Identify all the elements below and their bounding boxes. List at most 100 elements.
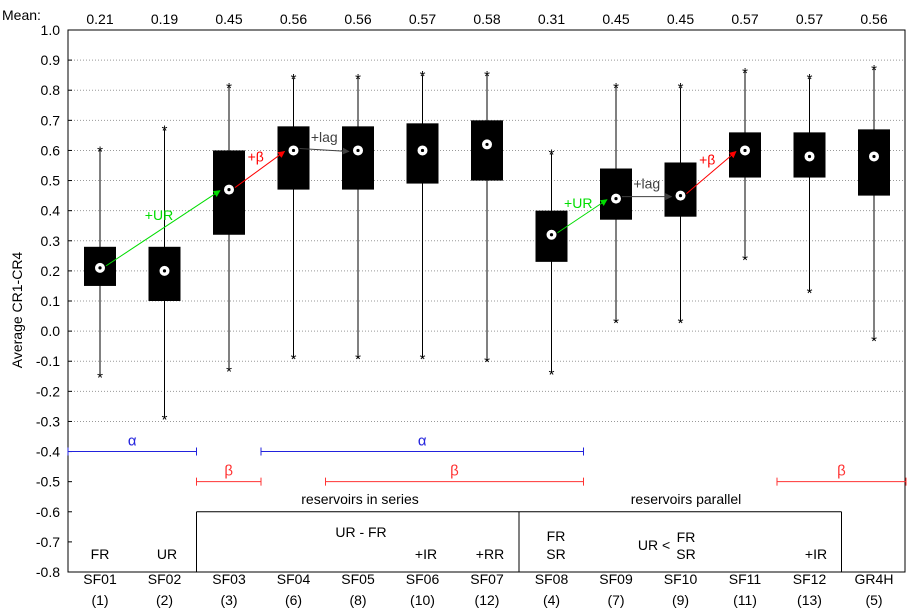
- x-label-id: (1): [91, 592, 108, 608]
- box-sf08: **: [535, 146, 568, 383]
- whisker-star: *: [549, 146, 555, 163]
- y-tick-label: -0.5: [36, 474, 60, 490]
- box-body: [858, 129, 890, 196]
- mean-value: 0.21: [86, 11, 113, 27]
- y-tick-label: -0.6: [36, 504, 60, 520]
- x-label-name: SF12: [793, 571, 827, 587]
- label-fr-1: FR: [91, 546, 110, 562]
- whisker-star: *: [678, 80, 684, 97]
- x-label-id: (4): [543, 592, 560, 608]
- box-sf01: **: [84, 143, 116, 386]
- whisker-star: *: [484, 68, 490, 85]
- mean-value: 0.57: [731, 11, 758, 27]
- box-sf12: **: [793, 71, 826, 302]
- y-tick-label: -0.3: [36, 413, 60, 429]
- x-label-name: SF08: [535, 571, 569, 587]
- median-dot: [807, 154, 812, 159]
- arrow-label: +UR: [564, 195, 592, 211]
- median-dot: [98, 266, 102, 270]
- whisker-star: *: [97, 143, 103, 160]
- box-sf09: **: [600, 80, 632, 332]
- x-label-id: (3): [220, 592, 237, 608]
- arrow-label: +β: [699, 152, 715, 168]
- improvement-arrow: [234, 151, 286, 188]
- median-dot: [227, 187, 231, 192]
- mean-value: 0.19: [151, 11, 178, 27]
- whisker-star: *: [742, 65, 748, 82]
- mean-value: 0.57: [796, 11, 823, 27]
- box-sf04: **: [277, 71, 310, 368]
- y-tick-label: 0.5: [41, 173, 61, 189]
- y-tick-label: 0.9: [41, 52, 61, 68]
- arrow-label: +lag: [311, 129, 338, 145]
- x-label-name: SF07: [470, 571, 504, 587]
- span-label: β: [837, 463, 846, 480]
- median-dot: [291, 148, 296, 153]
- y-tick-label: -0.1: [36, 353, 60, 369]
- median-dot: [678, 194, 683, 198]
- x-label-name: GR4H: [855, 571, 894, 587]
- box-body: [342, 126, 374, 190]
- x-label-id: (9): [672, 592, 689, 608]
- box-sf06: **: [406, 68, 439, 368]
- x-label-id: (12): [475, 592, 500, 608]
- y-tick-label: -0.4: [36, 444, 60, 460]
- whisker-star: *: [871, 333, 877, 350]
- median-dot: [549, 233, 554, 237]
- y-tick-label: 0.8: [41, 82, 61, 98]
- label-ur-lt: UR <: [638, 537, 670, 553]
- label-sr-parallel: SR: [676, 546, 695, 562]
- x-label-name: SF03: [212, 571, 246, 587]
- arrow-label: +UR: [145, 207, 173, 223]
- structure-table: reservoirs in series reservoirs parallel…: [91, 491, 842, 572]
- whisker-star: *: [549, 366, 555, 383]
- mean-value: 0.31: [538, 11, 565, 27]
- x-label-name: SF05: [341, 571, 375, 587]
- improvement-arrow: [557, 199, 608, 234]
- x-axis-labels: SF01 (1) SF02 (2) SF03 (3) SF04 (6) SF05 (8) SF06 (…: [83, 571, 893, 608]
- box-sf02: **: [148, 122, 181, 428]
- whisker-star: *: [226, 80, 232, 97]
- median-dot: [356, 148, 360, 153]
- label-rr-7: +RR: [476, 546, 504, 562]
- whisker-star: *: [291, 71, 297, 88]
- x-label-name: SF11: [729, 571, 762, 587]
- y-axis: 1.0 0.9 0.8 0.7 0.6 0.5 0.4 0.3 0.2 0.1 0.0 -0.1 -0.…: [36, 22, 72, 580]
- label-fr-parallel: FR: [677, 529, 696, 545]
- span-label: β: [224, 463, 233, 480]
- mean-value: 0.57: [409, 11, 436, 27]
- mean-value: 0.56: [860, 11, 887, 27]
- y-tick-label: 1.0: [41, 22, 61, 38]
- y-axis-label: Average CR1-CR4: [9, 252, 25, 369]
- box-body: [277, 126, 310, 190]
- label-reservoirs-series: reservoirs in series: [301, 491, 418, 507]
- y-tick-label: 0.7: [41, 112, 61, 128]
- mean-value: 0.45: [215, 11, 242, 27]
- box-sf03: **: [213, 80, 245, 380]
- y-tick-label: -0.2: [36, 383, 60, 399]
- whisker-star: *: [613, 80, 619, 97]
- y-tick-label: 0.0: [41, 323, 61, 339]
- mean-value: 0.56: [280, 11, 307, 27]
- whisker-star: *: [807, 71, 813, 88]
- whisker-star: *: [484, 354, 490, 371]
- x-label-id: (11): [733, 592, 757, 608]
- mean-value: 0.45: [667, 11, 694, 27]
- x-label-id: (5): [865, 592, 882, 608]
- improvement-arrow: [686, 150, 737, 194]
- x-label-name: SF09: [599, 571, 633, 587]
- improvement-arrow: [105, 190, 221, 267]
- y-tick-label: 0.1: [41, 293, 61, 309]
- box-sf11: **: [729, 65, 761, 269]
- whisker-star: *: [355, 351, 361, 368]
- mean-value: 0.56: [344, 11, 371, 27]
- x-label-id: (13): [797, 592, 822, 608]
- x-label-id: (6): [285, 592, 302, 608]
- label-ur-2: UR: [157, 546, 177, 562]
- label-ir-6: +IR: [415, 546, 437, 562]
- parameter-spans: α α β β β: [67, 433, 907, 486]
- arrow-label: +β: [248, 149, 264, 165]
- whisker-star: *: [162, 122, 168, 139]
- box-body: [471, 120, 503, 181]
- mean-value: 0.58: [473, 11, 500, 27]
